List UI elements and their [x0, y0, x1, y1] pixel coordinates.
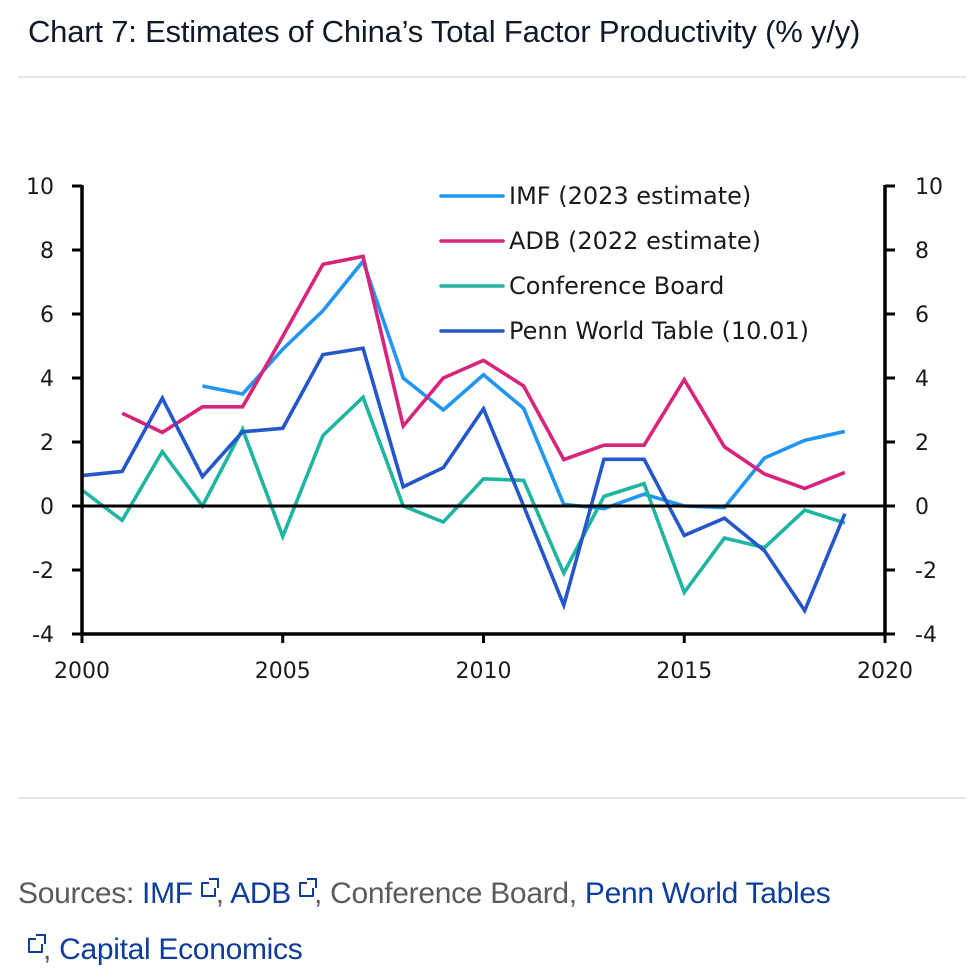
- tfp-line-chart: -4 -2 0 2 4 6 8 10 -4 -2 0 2 4 6 8 10 2000 2005 2010 2015 20…: [26, 175, 943, 684]
- x-tick-label: 2010: [456, 659, 512, 684]
- legend-label-2: Conference Board: [509, 272, 724, 300]
- separator: ,: [314, 877, 331, 910]
- plot-lines: [80, 254, 847, 615]
- external-link-icon: [200, 878, 219, 897]
- bottom-divider: [18, 797, 966, 799]
- y-tick-label-right: 4: [915, 367, 929, 392]
- top-divider: [18, 76, 966, 78]
- separator: ,: [43, 933, 60, 966]
- legend: IMF (2023 estimate) ADB (2022 estimate) Co…: [439, 182, 809, 345]
- y-tick-label-left: -4: [32, 623, 54, 648]
- sources-prefix: Sources:: [18, 877, 143, 910]
- source-conference-board: Conference Board: [330, 877, 569, 910]
- y-tick-label-left: 2: [40, 431, 54, 456]
- external-link-icon: [299, 878, 318, 897]
- series-line-0: [202, 257, 846, 511]
- y-tick-label-right: 8: [915, 239, 929, 264]
- source-adb-label: ADB: [230, 877, 292, 910]
- y-tick-label-left: 6: [40, 303, 54, 328]
- y-tick-label-left: 0: [40, 495, 54, 520]
- source-imf-label: IMF: [142, 877, 193, 910]
- source-link-imf[interactable]: IMF: [142, 877, 219, 910]
- y-tick-label-left: 4: [40, 367, 54, 392]
- legend-label-1: ADB (2022 estimate): [509, 227, 761, 255]
- chart-title: Chart 7: Estimates of China’s Total Fact…: [28, 14, 861, 49]
- x-tick-label: 2000: [54, 659, 110, 684]
- series-line-1: [121, 254, 846, 491]
- source-link-capital-economics[interactable]: Capital Economics: [59, 933, 303, 966]
- y-tick-label-right: 2: [915, 431, 929, 456]
- separator: ,: [215, 877, 231, 910]
- legend-label-0: IMF (2023 estimate): [509, 182, 751, 210]
- y-tick-label-left: 8: [40, 239, 54, 264]
- y-tick-label-right: 10: [915, 175, 943, 200]
- separator: ,: [568, 877, 585, 910]
- y-tick-label-right: 0: [915, 495, 929, 520]
- axes: -4 -2 0 2 4 6 8 10 -4 -2 0 2 4 6 8 10 2000 2005 2010 2015 20…: [26, 175, 943, 684]
- y-tick-label-right: -2: [915, 559, 937, 584]
- x-tick-label: 2005: [255, 659, 311, 684]
- source-link-penn-world-tables[interactable]: Penn World Tables: [18, 877, 831, 966]
- x-tick-label: 2015: [656, 659, 712, 684]
- y-tick-label-left: -2: [32, 559, 54, 584]
- y-tick-label-right: -4: [915, 623, 937, 648]
- series-line-2: [80, 394, 846, 597]
- sources-note: Sources: IMF, ADB, Conference Board, Pen…: [18, 866, 958, 978]
- legend-label-3: Penn World Table (10.01): [509, 317, 809, 345]
- source-link-adb[interactable]: ADB: [230, 877, 318, 910]
- source-penn-label: Penn World Tables: [584, 877, 831, 910]
- external-link-icon: [28, 934, 46, 953]
- x-tick-label: 2020: [857, 659, 913, 684]
- y-tick-label-left: 10: [26, 175, 54, 200]
- y-tick-label-right: 6: [915, 303, 929, 328]
- series-line-3: [81, 346, 847, 615]
